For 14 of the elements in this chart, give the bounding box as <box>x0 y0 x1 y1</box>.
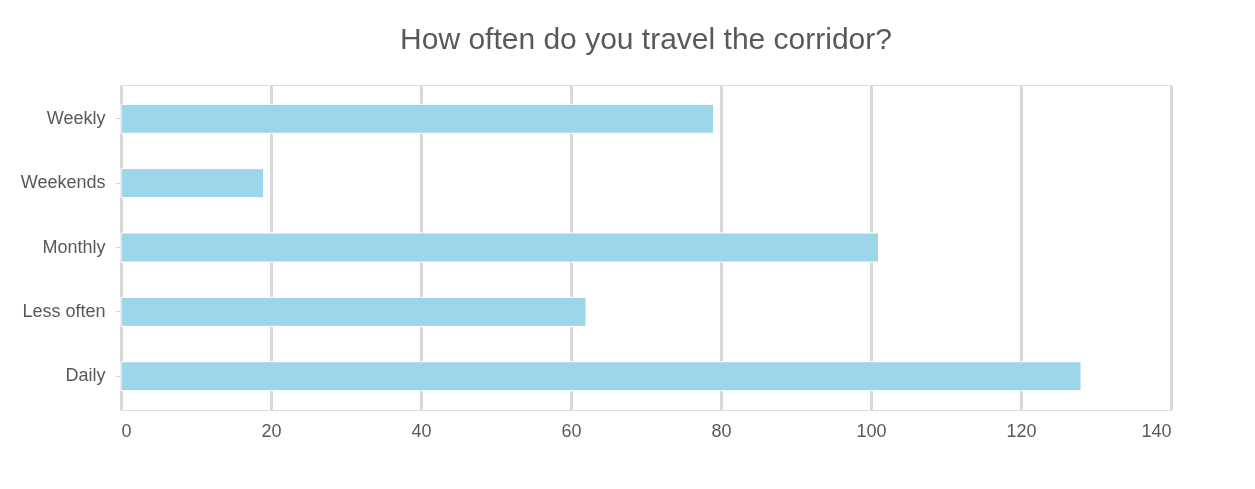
y-tick-label: Monthly <box>42 236 106 257</box>
x-tick-label: 80 <box>711 420 732 441</box>
x-tick-label: 140 <box>1141 420 1172 441</box>
y-tick-label: Weekends <box>20 172 106 193</box>
chart-title: How often do you travel the corridor? <box>400 22 892 55</box>
x-tick-label: 20 <box>261 420 282 441</box>
x-tick-label: 100 <box>856 420 887 441</box>
y-tick-label: Daily <box>65 365 106 386</box>
y-tick-label: Weekly <box>46 107 106 128</box>
y-tick-label: Less often <box>22 300 106 321</box>
x-tick-label: 0 <box>121 420 132 441</box>
x-tick-label: 120 <box>1006 420 1037 441</box>
x-tick-label: 40 <box>411 420 432 441</box>
x-tick-label: 60 <box>561 420 582 441</box>
